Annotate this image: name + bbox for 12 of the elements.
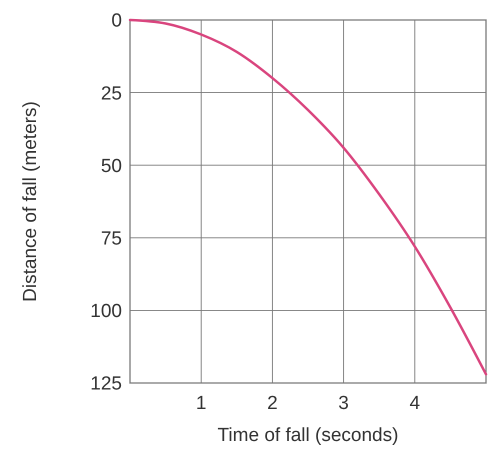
x-axis-title: Time of fall (seconds) — [218, 425, 398, 446]
y-tick-label: 50 — [100, 156, 122, 177]
y-tick-label: 100 — [90, 301, 122, 322]
x-tick-label: 1 — [196, 393, 206, 414]
y-tick-label: 25 — [100, 83, 122, 104]
y-tick-label: 0 — [111, 10, 122, 32]
y-axis-title: Distance of fall (meters) — [20, 101, 41, 302]
y-tick-label: 75 — [100, 228, 122, 250]
x-tick-label: 2 — [267, 393, 278, 414]
x-tick-label: 4 — [410, 393, 421, 414]
x-tick-label: 3 — [338, 393, 349, 414]
y-tick-label: 125 — [90, 374, 122, 395]
